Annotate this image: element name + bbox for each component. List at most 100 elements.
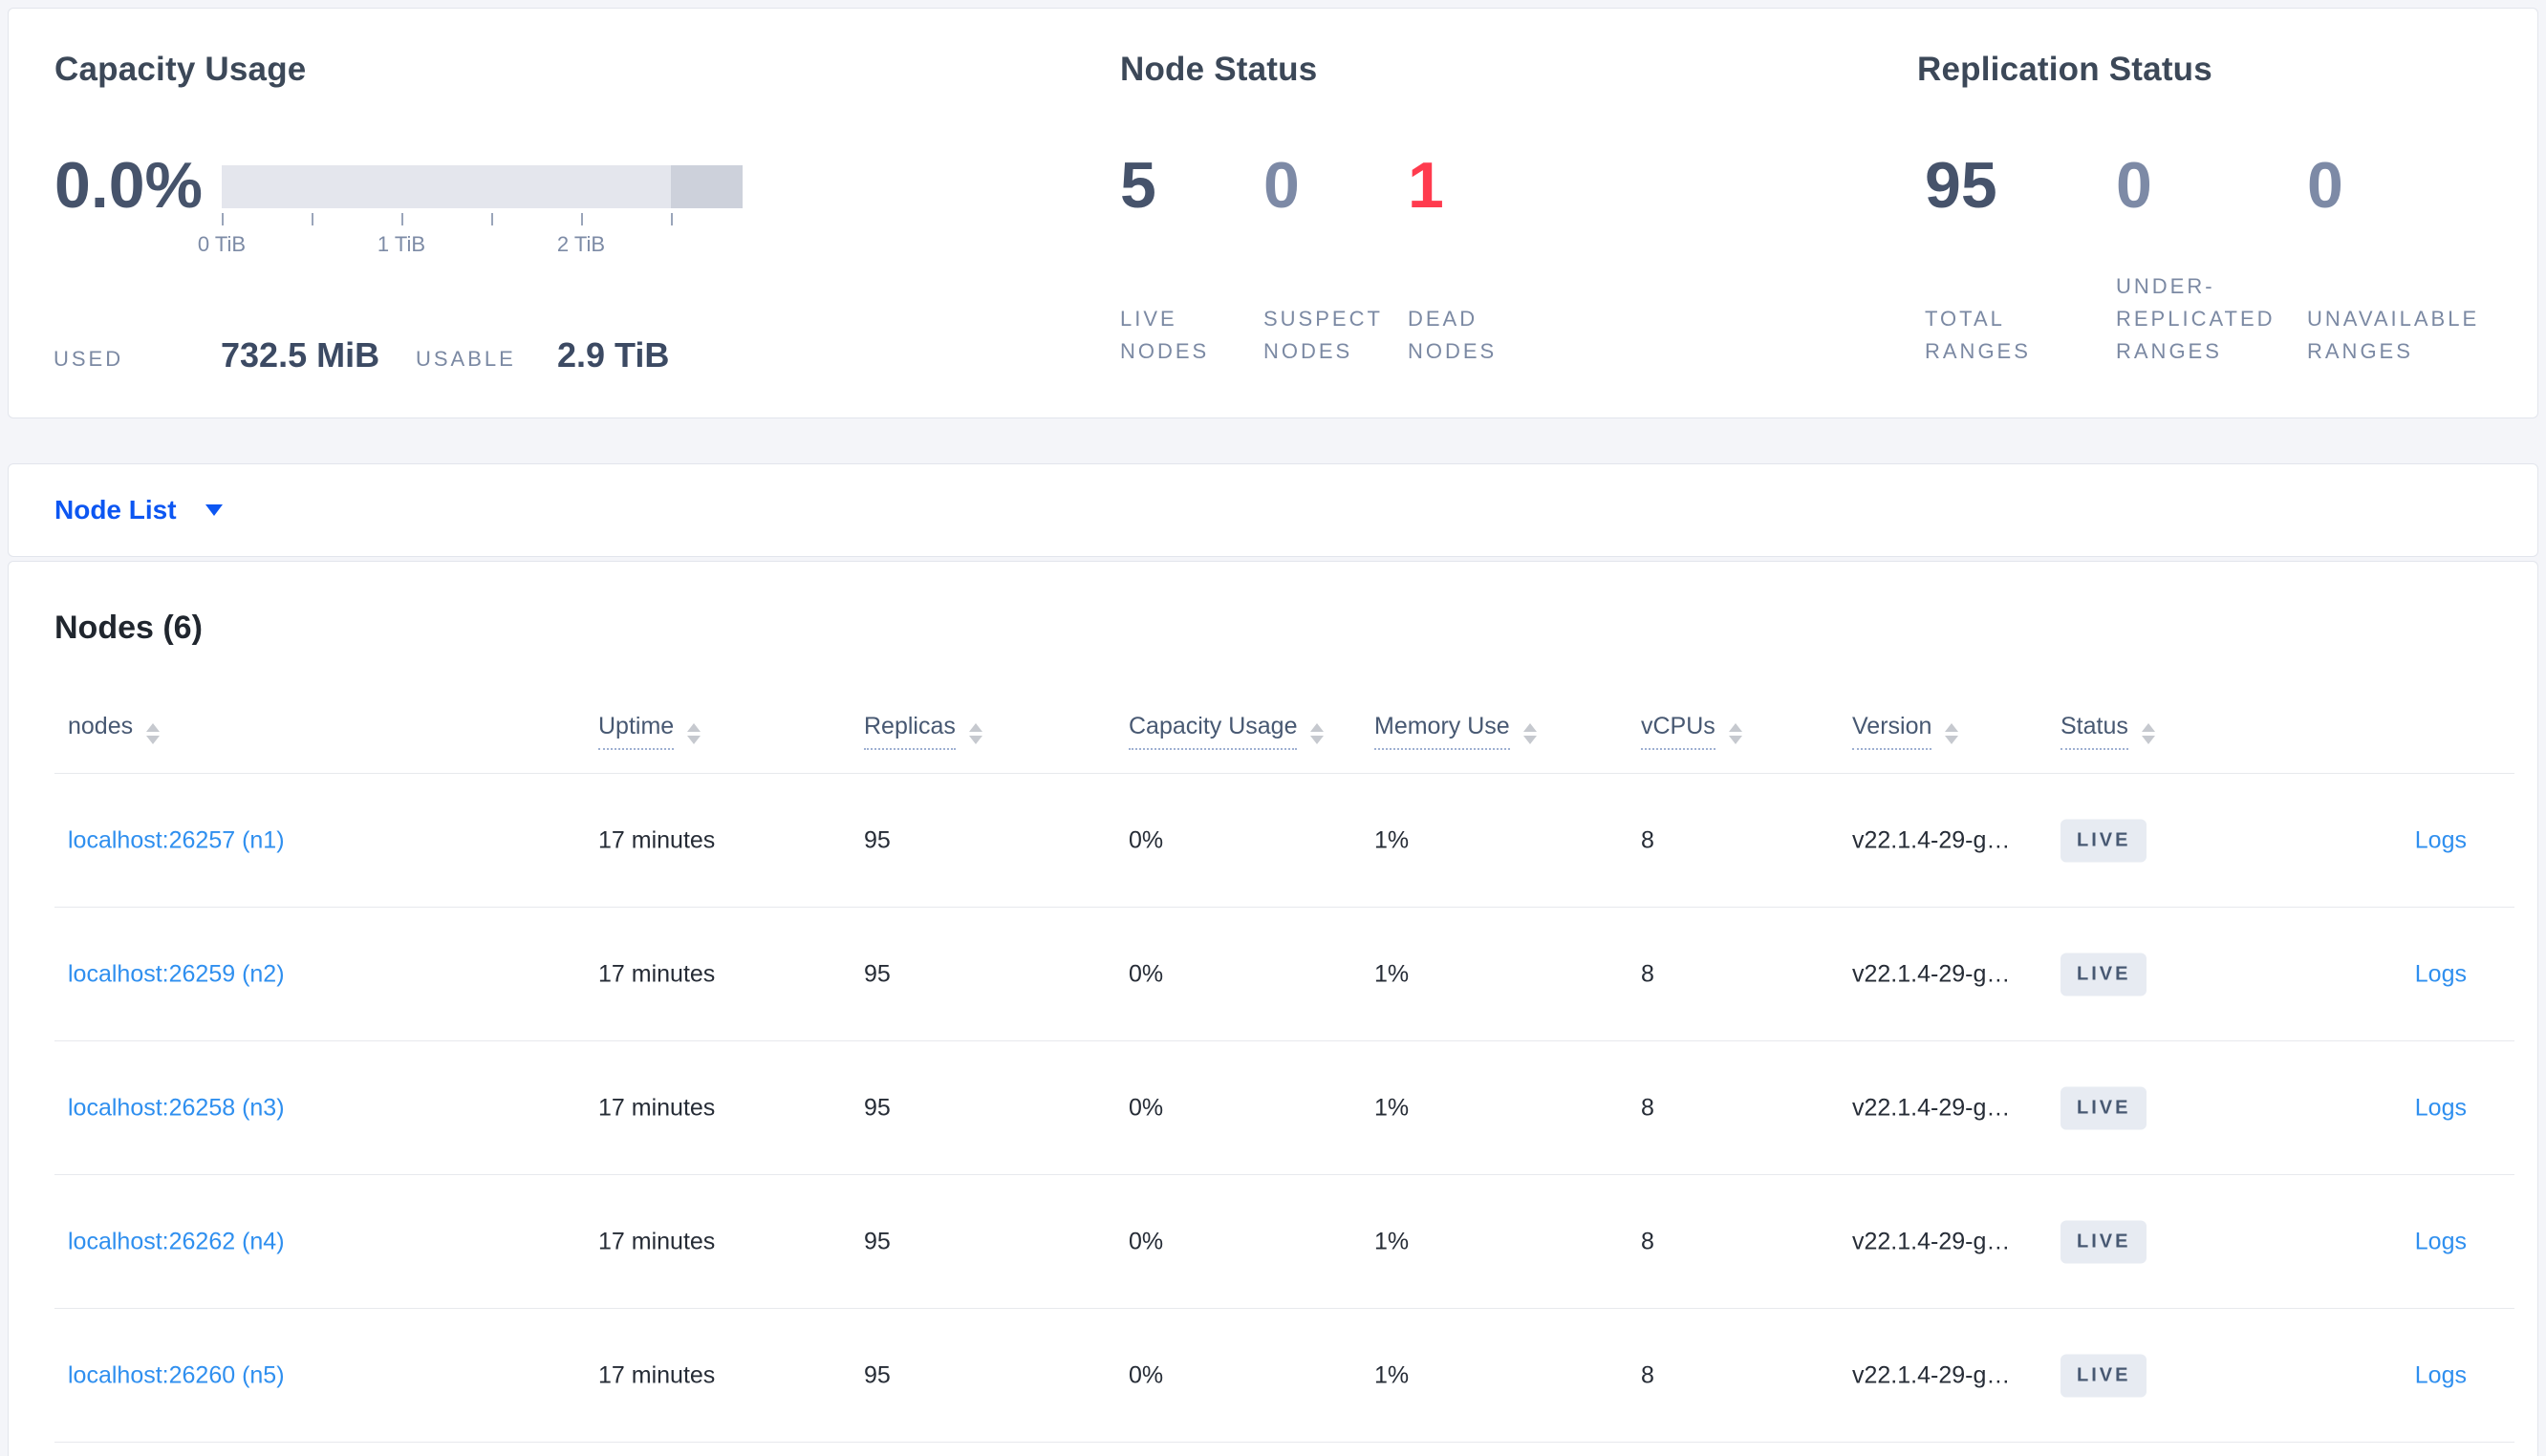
column-header-vcpus[interactable]: vCPUs [1641, 713, 1742, 750]
sort-icon [968, 723, 982, 744]
version-cell: v22.1.4-29-g… [1852, 1361, 2011, 1389]
sort-icon [2141, 723, 2155, 744]
vcpus-cell: 8 [1641, 960, 1654, 988]
status-cell: LIVE [2061, 1354, 2147, 1398]
replicas-cell: 95 [864, 1228, 891, 1255]
uptime-cell: 17 minutes [598, 1361, 716, 1389]
used-label: USED [54, 347, 124, 371]
vcpus-cell: 8 [1641, 1361, 1654, 1389]
column-header-label: Replicas [864, 713, 956, 750]
capacity-bar-reserved-segment [671, 165, 743, 208]
replicas-cell: 95 [864, 826, 891, 854]
suspect-nodes-stat: 0 SUSPECT NODES [1263, 9, 1397, 418]
table-header-row: nodes Uptime Replicas Capacity Usage Mem… [9, 707, 2537, 774]
capacity-usage-bar [222, 165, 743, 208]
status-cell: LIVE [2061, 953, 2147, 996]
tick-label-0: 0 TiB [197, 232, 247, 256]
column-header-version[interactable]: Version [1852, 713, 1959, 750]
node-link[interactable]: localhost:26260 (n5) [68, 1361, 285, 1389]
under-replicated-ranges-stat: 0 UNDER-REPLICATED RANGES [2116, 9, 2293, 418]
unavailable-ranges-stat: 0 UNAVAILABLE RANGES [2307, 9, 2493, 418]
capacity-usage-stat: 0.0% [54, 9, 217, 418]
view-selector-panel: Node List [8, 463, 2538, 557]
column-header-label: Uptime [598, 713, 675, 750]
column-header-status[interactable]: Status [2061, 713, 2155, 750]
memory-cell: 1% [1374, 960, 1410, 988]
logs-link[interactable]: Logs [2414, 960, 2467, 988]
replicas-cell: 95 [864, 960, 891, 988]
nodes-table-panel: Nodes (6) nodes Uptime Replicas Capacity… [8, 561, 2538, 1456]
column-header-replicas[interactable]: Replicas [864, 713, 982, 750]
memory-cell: 1% [1374, 1228, 1410, 1255]
summary-panel: Capacity Usage 0.0% 0 TiB 1 TiB 2 TiB US… [8, 8, 2538, 418]
dead-nodes-label: DEAD NODES [1408, 307, 1498, 363]
under-replicated-ranges-value: 0 [2116, 149, 2152, 222]
table-row: localhost:26260 (n5) 17 minutes 95 0% 1%… [9, 1309, 2537, 1443]
suspect-nodes-label: SUSPECT NODES [1263, 307, 1383, 363]
column-header-label: Memory Use [1374, 713, 1510, 750]
vcpus-cell: 8 [1641, 1094, 1654, 1122]
sort-icon [146, 723, 161, 744]
column-header-uptime[interactable]: Uptime [598, 713, 701, 750]
node-list-dropdown[interactable]: Node List [54, 464, 223, 556]
node-link[interactable]: localhost:26258 (n3) [68, 1094, 285, 1122]
table-row: localhost:26257 (n1) 17 minutes 95 0% 1%… [9, 774, 2537, 908]
column-header-capacity-usage[interactable]: Capacity Usage [1129, 713, 1325, 750]
uptime-cell: 17 minutes [598, 960, 716, 988]
sort-icon [1522, 723, 1537, 744]
node-link[interactable]: localhost:26257 (n1) [68, 826, 285, 854]
status-badge: LIVE [2061, 819, 2147, 863]
table-row: localhost:26262 (n4) 17 minutes 95 0% 1%… [9, 1175, 2537, 1309]
column-header-memory-use[interactable]: Memory Use [1374, 713, 1537, 750]
version-cell: v22.1.4-29-g… [1852, 1094, 2011, 1122]
uptime-cell: 17 minutes [598, 1228, 716, 1255]
column-header-label: nodes [68, 713, 134, 739]
logs-link[interactable]: Logs [2414, 826, 2467, 854]
node-link[interactable]: localhost:26259 (n2) [68, 960, 285, 988]
capacity-bar-usable-segment [222, 165, 671, 208]
dead-nodes-stat: 1 DEAD NODES [1408, 9, 1542, 418]
replicas-cell: 95 [864, 1361, 891, 1389]
status-cell: LIVE [2061, 1220, 2147, 1264]
memory-cell: 1% [1374, 1361, 1410, 1389]
under-replicated-ranges-label: UNDER-REPLICATED RANGES [2116, 274, 2276, 363]
status-badge: LIVE [2061, 1220, 2147, 1264]
capacity-cell: 0% [1129, 1094, 1164, 1122]
column-header-label: Capacity Usage [1129, 713, 1298, 750]
sort-icon [1728, 723, 1742, 744]
table-body: localhost:26257 (n1) 17 minutes 95 0% 1%… [9, 774, 2537, 1443]
nodes-section-title: Nodes (6) [54, 610, 203, 646]
uptime-cell: 17 minutes [598, 1094, 716, 1122]
logs-link[interactable]: Logs [2414, 1094, 2467, 1122]
node-link[interactable]: localhost:26262 (n4) [68, 1228, 285, 1255]
version-cell: v22.1.4-29-g… [1852, 1228, 2011, 1255]
logs-link[interactable]: Logs [2414, 1228, 2467, 1255]
capacity-cell: 0% [1129, 1361, 1164, 1389]
table-row: localhost:26258 (n3) 17 minutes 95 0% 1%… [9, 1041, 2537, 1175]
dead-nodes-value: 1 [1408, 149, 1444, 222]
tick-label-1: 1 TiB [377, 232, 426, 256]
version-cell: v22.1.4-29-g… [1852, 826, 2011, 854]
column-header-label: Status [2061, 713, 2128, 750]
uptime-cell: 17 minutes [598, 826, 716, 854]
version-cell: v22.1.4-29-g… [1852, 960, 2011, 988]
live-nodes-value: 5 [1120, 149, 1156, 222]
status-cell: LIVE [2061, 1086, 2147, 1130]
capacity-cell: 0% [1129, 1228, 1164, 1255]
column-header-nodes[interactable]: nodes [68, 713, 161, 748]
column-header-label: Version [1852, 713, 1932, 750]
replication-status-title: Replication Status [1917, 51, 2212, 88]
suspect-nodes-value: 0 [1263, 149, 1300, 222]
status-badge: LIVE [2061, 1086, 2147, 1130]
logs-link[interactable]: Logs [2414, 1361, 2467, 1389]
unavailable-ranges-value: 0 [2307, 149, 2343, 222]
vcpus-cell: 8 [1641, 1228, 1654, 1255]
status-badge: LIVE [2061, 1354, 2147, 1398]
table-row: localhost:26259 (n2) 17 minutes 95 0% 1%… [9, 908, 2537, 1041]
capacity-usage-title: Capacity Usage [54, 51, 307, 88]
usable-label: USABLE [416, 347, 516, 371]
node-list-dropdown-label: Node List [54, 495, 177, 525]
status-cell: LIVE [2061, 819, 2147, 863]
capacity-usage-percent: 0.0% [54, 149, 203, 222]
